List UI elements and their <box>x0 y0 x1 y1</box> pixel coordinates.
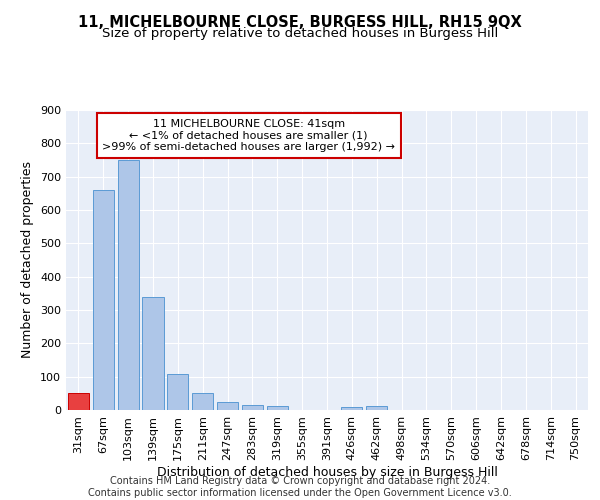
Text: 11 MICHELBOURNE CLOSE: 41sqm
← <1% of detached houses are smaller (1)
>99% of se: 11 MICHELBOURNE CLOSE: 41sqm ← <1% of de… <box>102 119 395 152</box>
Text: Contains HM Land Registry data © Crown copyright and database right 2024.
Contai: Contains HM Land Registry data © Crown c… <box>88 476 512 498</box>
Bar <box>366 406 387 410</box>
Bar <box>217 402 238 410</box>
Bar <box>192 394 213 410</box>
Text: Size of property relative to detached houses in Burgess Hill: Size of property relative to detached ho… <box>102 28 498 40</box>
Bar <box>242 405 263 410</box>
Bar <box>142 296 164 410</box>
Bar <box>93 190 114 410</box>
Bar <box>341 408 362 410</box>
Text: 11, MICHELBOURNE CLOSE, BURGESS HILL, RH15 9QX: 11, MICHELBOURNE CLOSE, BURGESS HILL, RH… <box>78 15 522 30</box>
Bar <box>267 406 288 410</box>
Bar <box>118 160 139 410</box>
Bar <box>68 394 89 410</box>
Bar <box>167 374 188 410</box>
Y-axis label: Number of detached properties: Number of detached properties <box>22 162 34 358</box>
X-axis label: Distribution of detached houses by size in Burgess Hill: Distribution of detached houses by size … <box>157 466 497 478</box>
